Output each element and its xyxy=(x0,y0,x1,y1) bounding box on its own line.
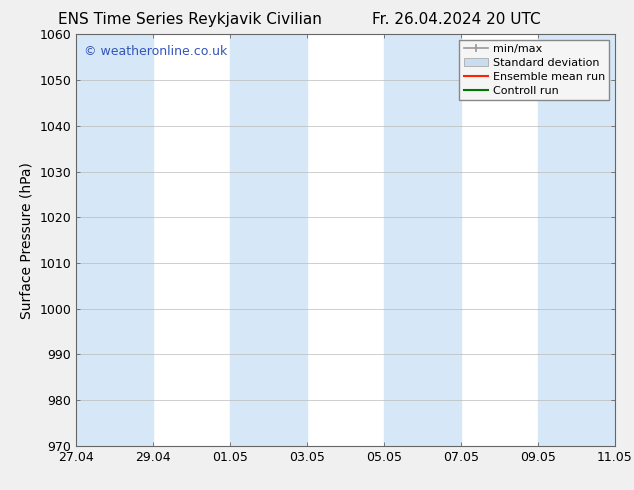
Bar xyxy=(230,34,307,446)
Text: © weatheronline.co.uk: © weatheronline.co.uk xyxy=(84,45,228,58)
Bar xyxy=(384,34,461,446)
Text: Fr. 26.04.2024 20 UTC: Fr. 26.04.2024 20 UTC xyxy=(372,12,541,27)
Bar xyxy=(76,34,153,446)
Y-axis label: Surface Pressure (hPa): Surface Pressure (hPa) xyxy=(20,162,34,318)
Legend: min/max, Standard deviation, Ensemble mean run, Controll run: min/max, Standard deviation, Ensemble me… xyxy=(460,40,609,100)
Bar xyxy=(538,34,615,446)
Text: ENS Time Series Reykjavik Civilian: ENS Time Series Reykjavik Civilian xyxy=(58,12,322,27)
